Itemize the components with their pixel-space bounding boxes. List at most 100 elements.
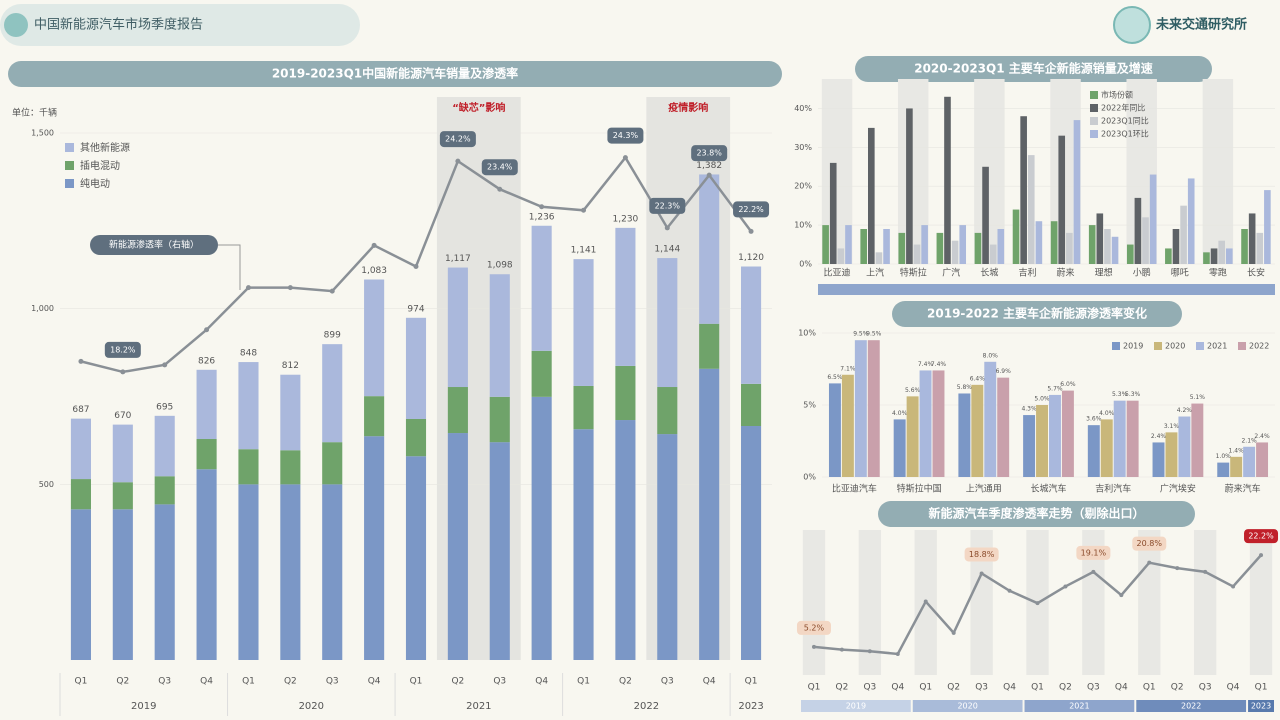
bar-segment [70, 509, 91, 660]
title-bar [878, 501, 1195, 527]
header-icon [4, 13, 28, 37]
x-tick-label: 长城 [980, 267, 998, 279]
bar-segment [70, 479, 91, 510]
x-tick-label: Q4 [200, 677, 213, 687]
line-point [622, 155, 628, 161]
bar [989, 244, 997, 264]
bar [1180, 205, 1187, 264]
bar-segment [657, 387, 678, 435]
bar-segment [322, 442, 343, 485]
bar [1049, 394, 1061, 477]
x-tick-label: Q1 [410, 677, 423, 687]
group-strip [818, 284, 1275, 295]
title-bar [8, 61, 782, 87]
legend-label: 2021 [1207, 342, 1227, 351]
bar [906, 396, 919, 477]
bar [822, 225, 829, 264]
y-tick-label: 20% [794, 182, 812, 191]
x-tick-label: Q3 [326, 677, 339, 687]
bar [1023, 415, 1036, 477]
x-tick-label: Q2 [619, 677, 632, 687]
legend-label: 2019 [1123, 342, 1143, 351]
bar [1243, 446, 1256, 477]
value-label: 18.8% [969, 550, 995, 559]
y-tick-label: 500 [39, 480, 54, 489]
value-label: 6.9% [996, 368, 1012, 375]
legend-swatch [1090, 130, 1098, 138]
x-tick-label: Q3 [975, 683, 988, 693]
value-label: 2.4% [1151, 433, 1167, 440]
group-strip [1024, 700, 1135, 712]
value-label: 3.6% [1086, 416, 1102, 423]
bar-segment [280, 450, 301, 485]
bar [860, 229, 868, 264]
line-point [1091, 569, 1096, 574]
value-label: 5.1% [1190, 394, 1206, 401]
bar [1035, 221, 1043, 264]
bar [854, 340, 867, 477]
line-point [664, 225, 670, 231]
annotation: “缺芯”影响 [452, 101, 505, 114]
header-pill [0, 4, 360, 46]
annotation: 疫情影响 [668, 101, 708, 114]
bar [1248, 213, 1256, 264]
total-label: 974 [407, 304, 424, 314]
bar-segment [657, 258, 678, 388]
bar-segment [364, 396, 385, 437]
x-tick-label: Q4 [1003, 683, 1016, 693]
total-label: 812 [282, 361, 299, 371]
x-tick-label: Q1 [75, 677, 88, 687]
x-tick-label: 上汽通用 [966, 483, 1002, 495]
x-tick-label: Q2 [116, 677, 129, 687]
bar-segment [322, 344, 343, 443]
column-shade [1138, 530, 1161, 675]
bar [1230, 456, 1243, 477]
legend-swatch [1112, 342, 1120, 350]
legend-swatch [1154, 342, 1162, 350]
bar [1218, 240, 1225, 264]
bar-segment [154, 504, 175, 660]
line-point [1175, 566, 1180, 571]
value-label-bg [649, 197, 686, 214]
column-shade [802, 530, 826, 675]
line-point [539, 204, 545, 210]
x-tick-label: Q2 [836, 683, 849, 693]
x-tick-label: Q1 [745, 677, 758, 687]
line-point [867, 649, 872, 654]
value-label: 22.2% [738, 205, 764, 214]
bar [1126, 244, 1134, 264]
x-tick-label: 吉利 [1018, 267, 1036, 279]
x-tick-label: Q3 [158, 677, 171, 687]
bar-segment [196, 439, 217, 470]
bar [1126, 400, 1139, 477]
bar-segment [112, 424, 133, 483]
value-label-bg [733, 201, 770, 218]
bar-segment [573, 385, 594, 430]
line-point [162, 362, 168, 368]
bar [1066, 232, 1073, 264]
bar [997, 377, 1010, 477]
column-shade [970, 530, 993, 675]
bar-segment [405, 456, 427, 660]
value-label: 4.0% [892, 410, 908, 417]
line-point [1063, 584, 1068, 589]
bar [1050, 221, 1058, 264]
chart-title: 2020-2023Q1 主要车企新能源销量及增速 [914, 61, 1153, 76]
line-point [811, 644, 816, 649]
y-tick-label: 5% [803, 401, 816, 410]
x-group-label: 2022 [634, 701, 659, 712]
bar-segment [70, 418, 91, 480]
legend-label: 其他新能源 [80, 141, 130, 154]
bar [1111, 236, 1119, 264]
line-point [839, 647, 844, 652]
legend-label: 纯电动 [80, 177, 110, 190]
chart-title: 新能源汽车季度渗透率走势（剔除出口） [928, 506, 1144, 521]
value-label: 6.4% [970, 375, 986, 382]
bar-segment [364, 436, 385, 660]
callout-leader [218, 244, 241, 290]
value-label: 9.5% [866, 331, 882, 338]
total-label: 695 [156, 402, 173, 412]
bar [1142, 217, 1149, 264]
